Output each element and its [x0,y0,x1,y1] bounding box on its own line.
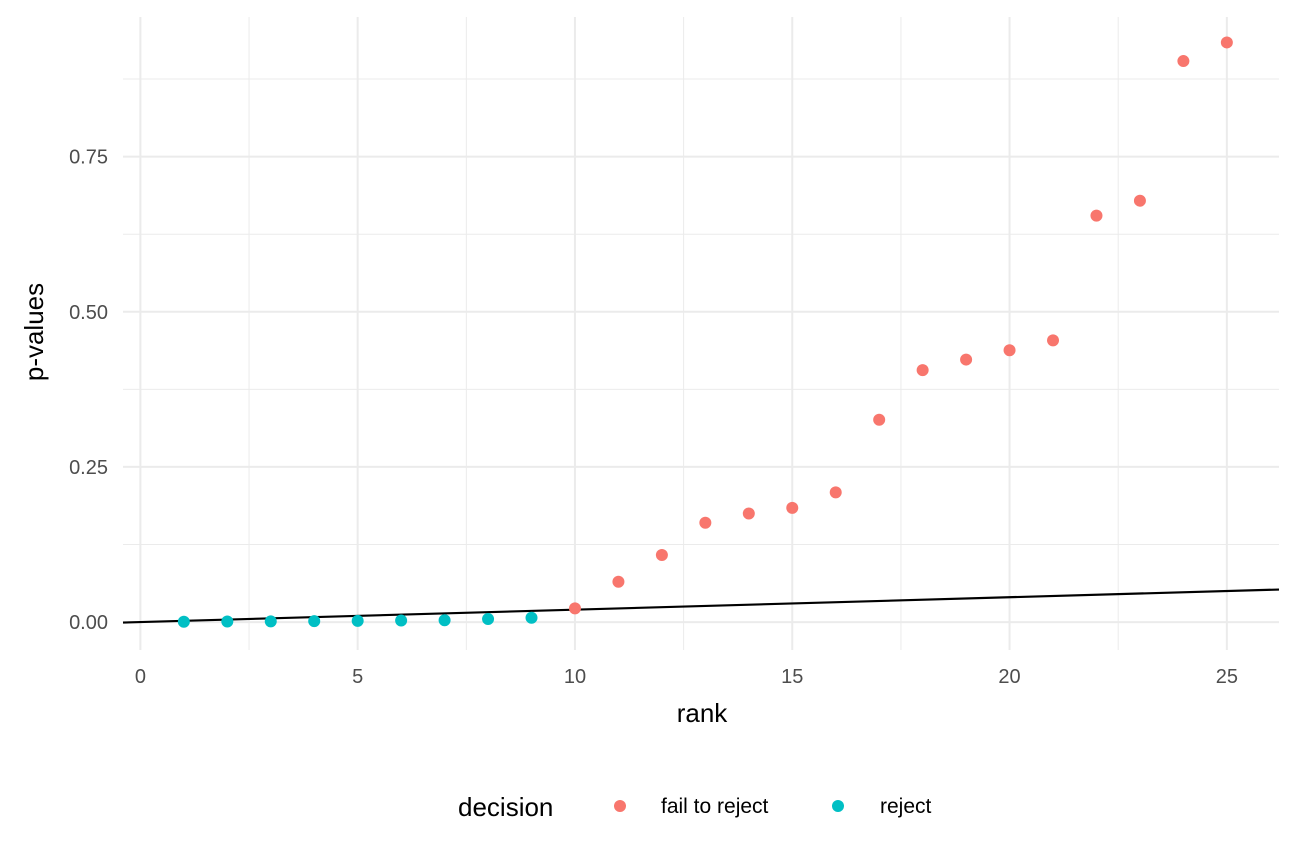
data-point [395,614,408,627]
legend-entries: fail to reject reject [614,795,932,818]
data-point [525,611,538,624]
x-tick-label: 10 [564,666,586,688]
data-point [308,615,321,628]
legend-key [832,800,844,812]
reference-line-group [122,588,1280,624]
x-tick-label: 0 [135,666,146,688]
x-tick-label: 25 [1216,666,1238,688]
x-axis-title: rank [677,698,729,728]
legend: decision fail to reject reject [458,792,932,822]
x-tick-label: 20 [998,666,1020,688]
data-point [1177,55,1190,68]
data-point [1047,334,1060,347]
data-point [177,615,190,628]
major-gridlines [123,17,1279,650]
legend-label: fail to reject [661,795,769,818]
data-point [438,614,451,627]
data-point [568,602,581,615]
legend-key [614,800,626,812]
legend-title: decision [458,792,553,822]
data-point [960,353,973,366]
x-tick-label: 15 [781,666,803,688]
data-point [1003,344,1016,357]
data-point [612,575,625,588]
data-point [1090,209,1103,222]
data-point [482,612,495,625]
data-point [264,615,277,628]
y-axis-tick-labels: 0.00 0.25 0.50 0.75 [69,147,108,634]
legend-label: reject [880,795,932,818]
reference-line [122,588,1280,624]
data-point [699,516,712,529]
data-point [351,614,364,627]
x-axis-tick-labels: 0 5 10 15 20 25 [135,666,1238,688]
data-point [1133,194,1146,207]
data-point [873,413,886,426]
data-point [742,507,755,520]
data-point [786,501,799,514]
data-points [177,36,1233,628]
y-tick-label: 0.00 [69,612,108,634]
data-point [829,486,842,499]
y-tick-label: 0.75 [69,147,108,169]
minor-gridlines [123,17,1279,650]
data-point [221,615,234,628]
x-tick-label: 5 [352,666,363,688]
y-tick-label: 0.25 [69,457,108,479]
y-tick-label: 0.50 [69,302,108,324]
data-point [916,364,929,377]
y-axis-title: p-values [19,283,49,381]
data-point [1220,36,1233,49]
data-point [655,549,668,562]
